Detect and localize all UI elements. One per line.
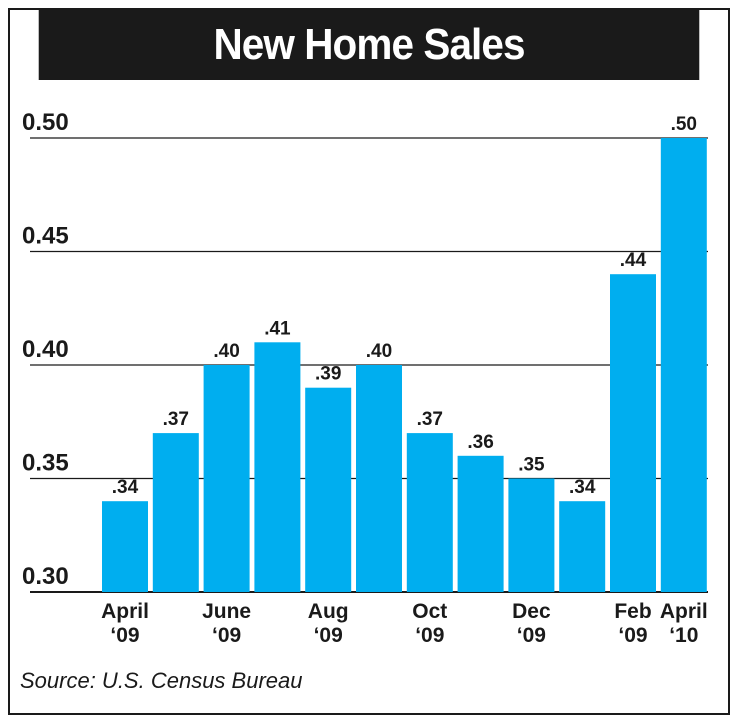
x-tick-label-year: ‘09 <box>110 624 139 647</box>
bar <box>102 501 148 592</box>
bar <box>660 138 707 592</box>
x-tick-label: Dec <box>512 600 551 623</box>
x-tick-label-year: ‘09 <box>314 624 343 647</box>
data-label: .50 <box>671 114 697 135</box>
y-tick-label: 0.30 <box>22 563 69 590</box>
source-note: Source: U.S. Census Bureau <box>20 668 303 693</box>
data-label: .40 <box>366 341 392 362</box>
x-tick-label-year: ‘09 <box>618 624 647 647</box>
bar <box>610 274 656 592</box>
x-tick-label: April <box>660 600 708 623</box>
bar <box>152 433 199 592</box>
bar <box>508 478 555 592</box>
data-label: .39 <box>315 364 341 385</box>
data-label: .37 <box>417 409 443 430</box>
chart-title: New Home Sales <box>38 10 700 80</box>
y-tick-label: 0.35 <box>22 450 69 477</box>
data-label: .37 <box>163 409 189 430</box>
data-label: .44 <box>620 250 647 271</box>
data-label: .34 <box>569 477 596 498</box>
data-label: .41 <box>264 318 291 339</box>
bar <box>559 501 606 592</box>
data-label: .34 <box>112 477 139 498</box>
bar <box>356 365 402 592</box>
x-tick-label-year: ‘10 <box>669 624 698 647</box>
bar <box>305 387 352 592</box>
y-tick-label: 0.50 <box>22 109 69 136</box>
x-tick-label: Aug <box>308 600 349 623</box>
data-label: .36 <box>467 432 493 453</box>
data-label: .40 <box>213 341 239 362</box>
x-tick-label: Feb <box>614 600 651 623</box>
x-tick-label-year: ‘09 <box>517 624 546 647</box>
x-tick-label: April <box>101 600 149 623</box>
x-tick-label-year: ‘09 <box>415 624 444 647</box>
bar <box>203 365 250 592</box>
y-tick-label: 0.40 <box>22 336 69 363</box>
x-tick-label-year: ‘09 <box>212 624 241 647</box>
x-tick-label: Oct <box>412 600 447 623</box>
bar <box>254 342 301 592</box>
data-label: .35 <box>518 455 545 476</box>
bar <box>406 433 453 592</box>
chart-frame: New Home Sales <box>8 8 730 715</box>
y-tick-label: 0.45 <box>22 223 69 250</box>
bar <box>457 455 504 592</box>
x-tick-label: June <box>202 600 251 623</box>
